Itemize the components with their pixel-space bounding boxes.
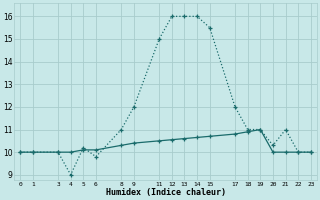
X-axis label: Humidex (Indice chaleur): Humidex (Indice chaleur) (106, 188, 226, 197)
